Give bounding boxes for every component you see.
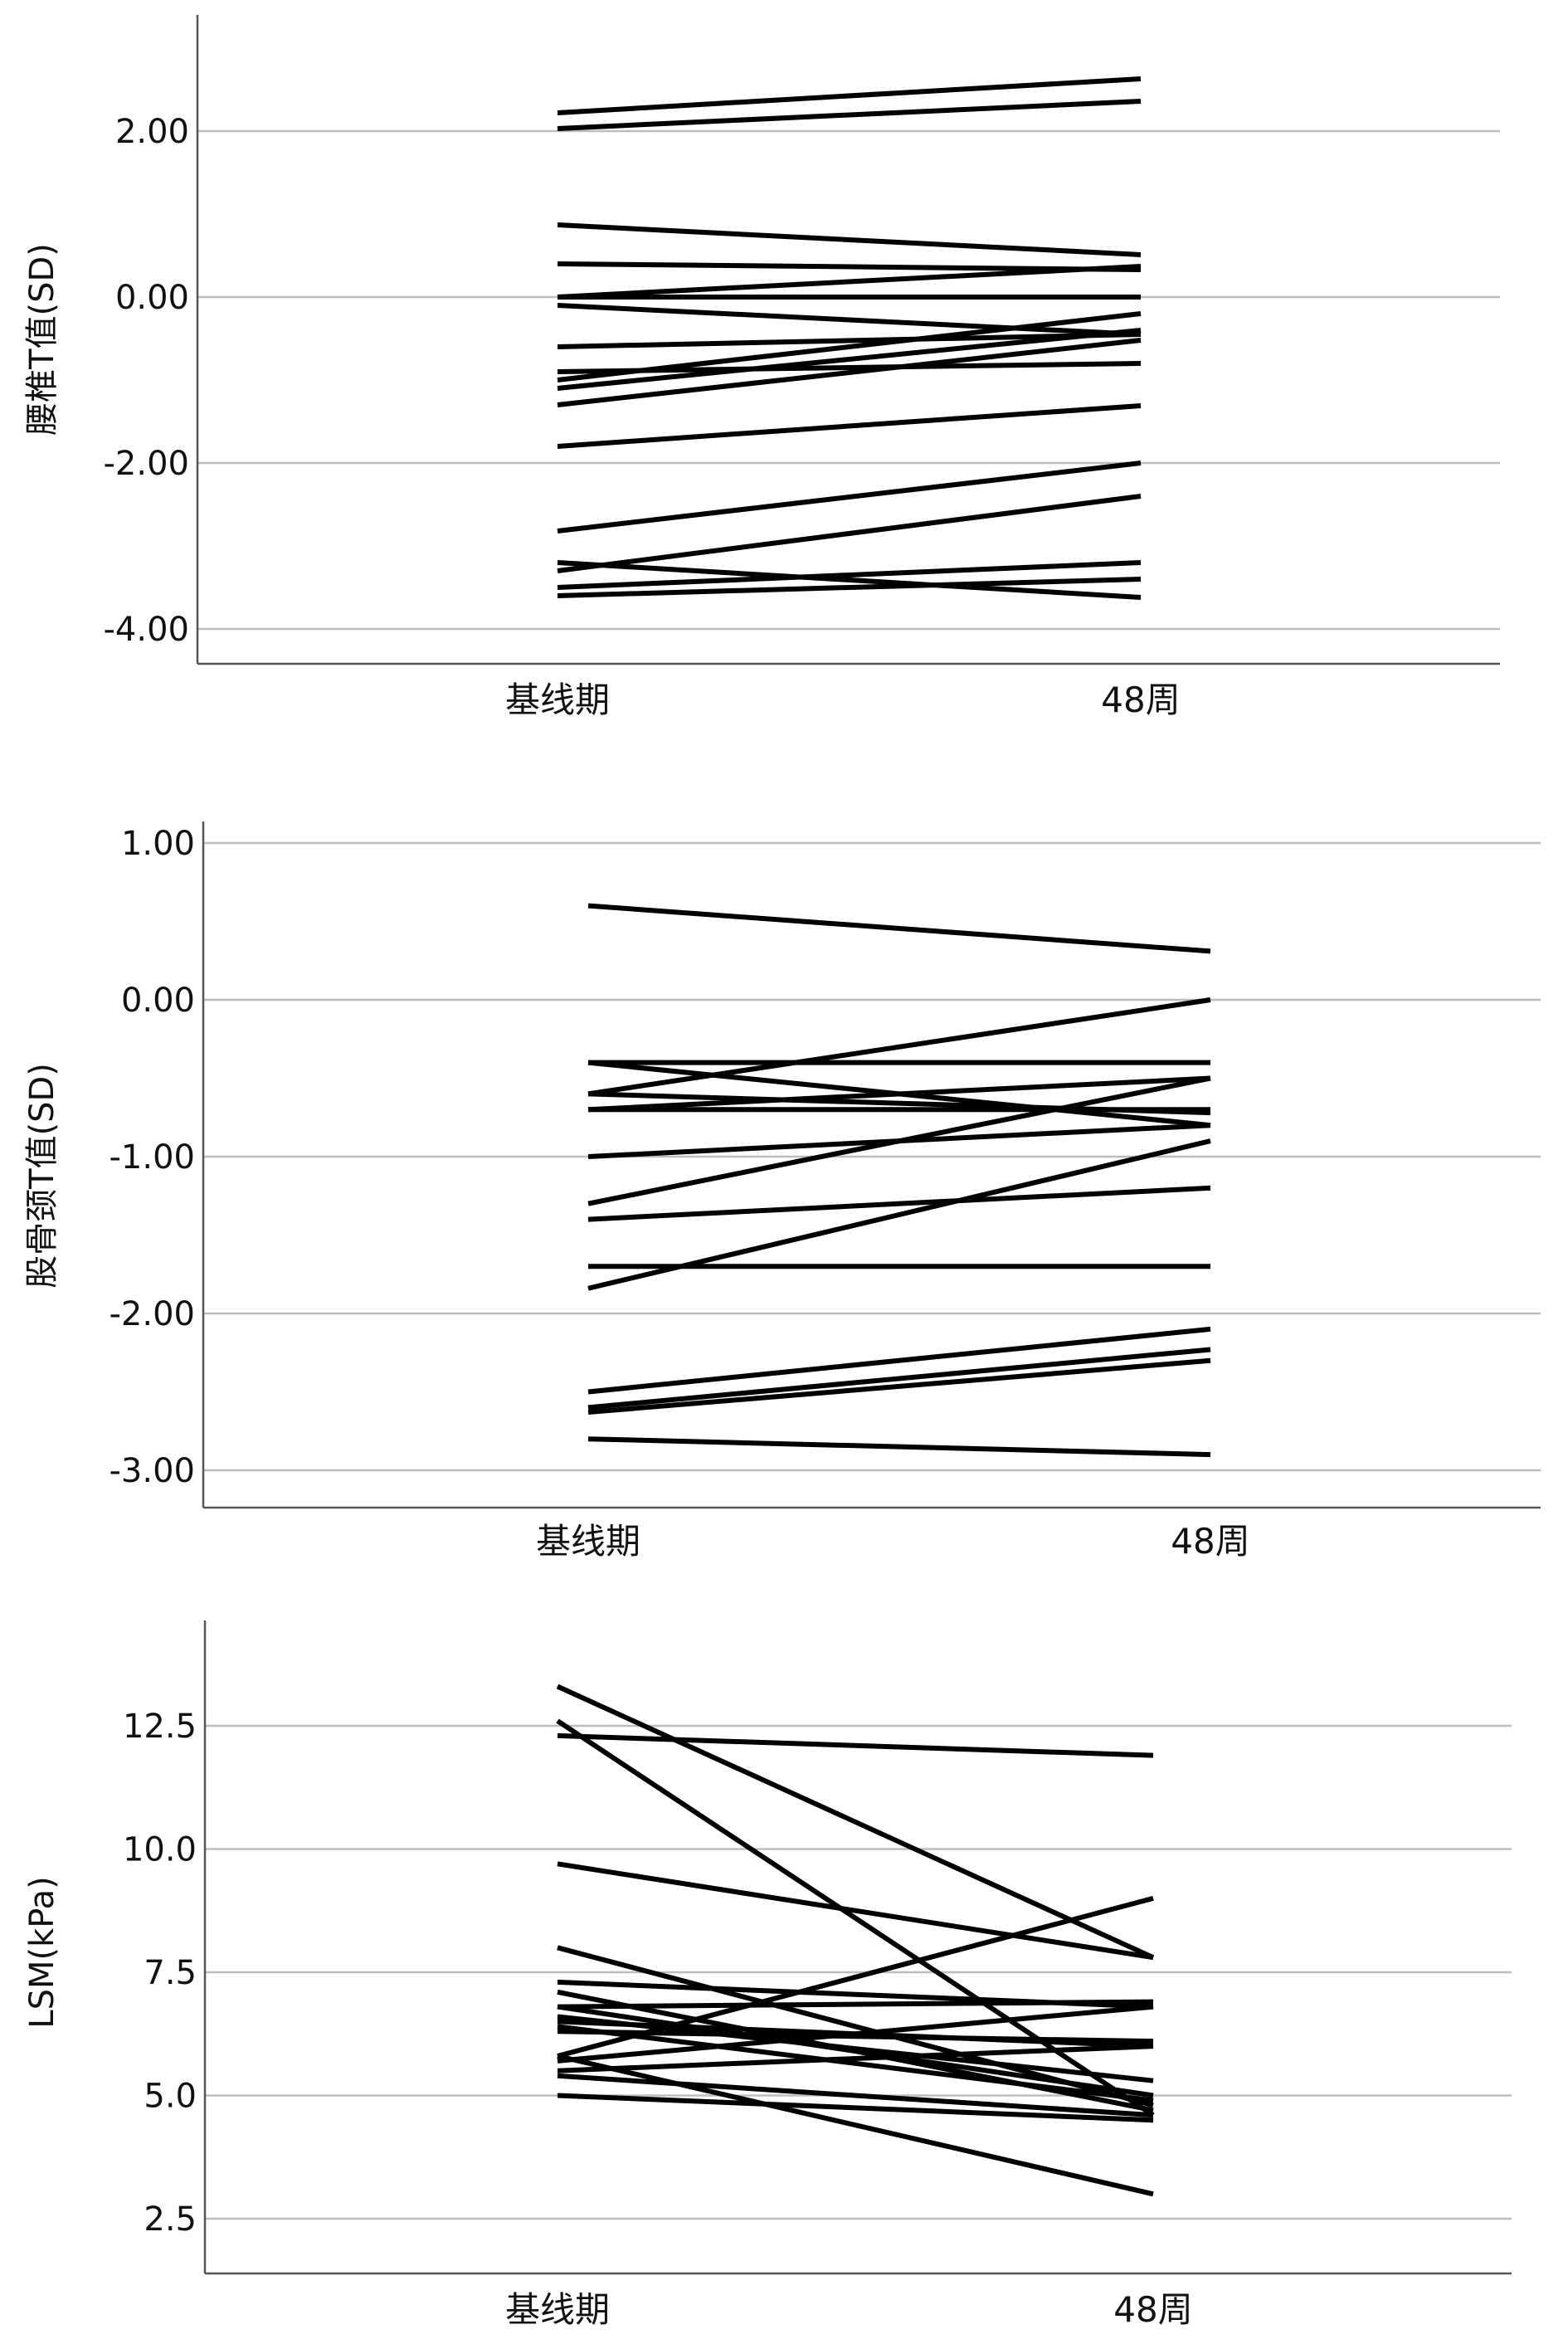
series-line-17	[557, 2073, 1154, 2118]
series-line-4	[587, 997, 1211, 1097]
series-line-10	[587, 1185, 1211, 1222]
series-line-12	[557, 2024, 1154, 2103]
y-tick-label: 10.0	[123, 1831, 197, 1869]
series-line-3	[557, 222, 1142, 257]
series-line-4	[557, 261, 1142, 272]
x-tick-label: 基线期	[536, 1521, 640, 1562]
y-tick-label: 12.5	[123, 1708, 197, 1746]
series-line-2	[557, 99, 1142, 131]
series-line-12	[557, 338, 1142, 407]
series-line-7	[557, 303, 1142, 337]
series-line-5	[557, 264, 1142, 300]
y-tick-label: 1.00	[121, 825, 195, 863]
series-line-11	[587, 1138, 1211, 1291]
series-line-15	[587, 1357, 1211, 1416]
series-line-6	[587, 1075, 1211, 1113]
series-line-14	[587, 1347, 1211, 1411]
series-line-4	[557, 1861, 1154, 1961]
series-line-3	[557, 1732, 1154, 1758]
chart-3: 12.5 10.0 7.5 5.0 2.5 基线期 48周 LSM(kPa)	[23, 1620, 1512, 2330]
x-tick-label: 基线期	[505, 2289, 610, 2330]
y-tick-label: 2.5	[144, 2200, 197, 2239]
x-tick-label: 基线期	[505, 680, 610, 720]
series-line-18	[557, 577, 1142, 598]
series-line-11	[557, 328, 1142, 391]
x-tick-label: 48周	[1113, 2289, 1192, 2330]
series-line-10	[557, 311, 1142, 383]
x-tick-label: 48周	[1101, 680, 1180, 720]
y-axis-label: 股骨颈T值(SD)	[23, 1063, 61, 1289]
series-line-14	[557, 460, 1142, 534]
series-line-14	[557, 2004, 1154, 2064]
y-tick-label: 2.00	[115, 113, 189, 151]
y-tick-label: -4.00	[104, 611, 190, 649]
y-tick-label: 7.5	[144, 1954, 197, 1992]
y-tick-label: -2.00	[104, 445, 190, 483]
series-line-1	[587, 903, 1211, 954]
series-line-1	[556, 1684, 1155, 1960]
chart-2: 1.00 0.00 -1.00 -2.00 -3.00 基线期 48周 股骨颈T值(SD)	[23, 821, 1541, 1562]
y-tick-label: 5.0	[144, 2078, 197, 2116]
y-tick-label: 0.00	[121, 982, 195, 1020]
series-line-16	[557, 2054, 1154, 2197]
series-line-9	[557, 1999, 1154, 2010]
y-tick-label: -2.00	[110, 1295, 196, 1333]
x-tick-label: 48周	[1171, 1521, 1249, 1562]
y-tick-label: 0.00	[115, 279, 189, 317]
series-line-17	[557, 560, 1142, 590]
y-axis-label: 腰椎T值(SD)	[23, 243, 61, 436]
series-line-19	[557, 2014, 1154, 2083]
series-line-9	[587, 1075, 1211, 1206]
series-line-15	[557, 494, 1142, 573]
series-line-16	[587, 1436, 1211, 1458]
series-line-1	[557, 76, 1142, 115]
y-axis-label: LSM(kPa)	[23, 1876, 61, 2028]
series-line-8	[557, 332, 1142, 349]
chart-1: 2.00 0.00 -2.00 -4.00 基线期 48周 腰椎T值(SD)	[23, 15, 1500, 720]
series-line-13	[587, 1326, 1211, 1395]
y-tick-label: -3.00	[110, 1452, 196, 1490]
series-line-15	[557, 2044, 1154, 2073]
series-line-16	[557, 560, 1142, 600]
series-line-13	[557, 403, 1142, 449]
series-line-18	[557, 2093, 1154, 2123]
y-tick-label: -1.00	[110, 1138, 196, 1177]
